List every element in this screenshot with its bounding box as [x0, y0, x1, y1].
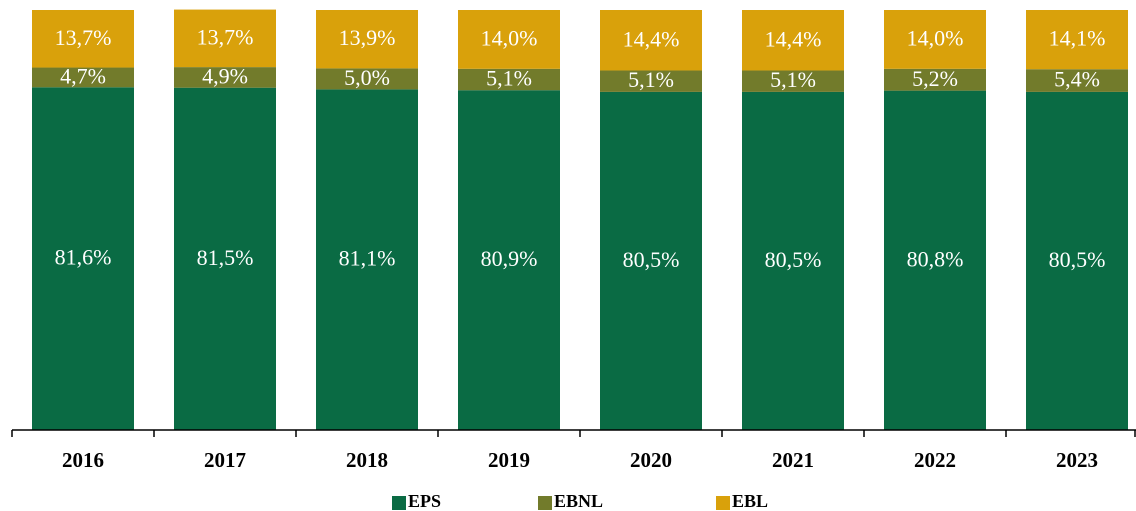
bar-segment	[742, 91, 844, 431]
x-tick-label: 2018	[346, 448, 388, 472]
data-label: 4,9%	[202, 63, 248, 88]
bar-segment	[316, 10, 418, 69]
x-tick-label: 2021	[772, 448, 814, 472]
data-label: 13,7%	[55, 25, 112, 50]
legend-swatch	[538, 496, 552, 510]
data-label: 80,5%	[765, 247, 822, 272]
bar-segment	[600, 91, 702, 431]
data-label: 80,5%	[1049, 247, 1106, 272]
data-label: 81,1%	[339, 246, 396, 271]
data-label: 14,4%	[623, 26, 680, 51]
bar-segment	[316, 68, 418, 90]
bar-segment	[600, 10, 702, 71]
x-tick-label: 2019	[488, 448, 530, 472]
legend-label: EPS	[408, 491, 441, 511]
data-label: 5,4%	[1054, 67, 1100, 92]
data-label: 14,0%	[481, 25, 538, 50]
bar-segment	[316, 89, 418, 430]
x-tick-label: 2022	[914, 448, 956, 472]
x-tick-label: 2023	[1056, 448, 1098, 472]
bar-segment	[600, 70, 702, 92]
bar-segment	[884, 68, 986, 91]
data-label: 5,1%	[770, 67, 816, 92]
bar-segment	[174, 9, 276, 68]
bar-segment	[1026, 69, 1128, 92]
bar-segment	[32, 87, 134, 430]
bar-segment	[884, 10, 986, 69]
bar-segment	[1026, 91, 1128, 431]
data-label: 14,1%	[1049, 26, 1106, 51]
data-label: 13,7%	[197, 24, 254, 49]
data-label: 80,5%	[623, 247, 680, 272]
x-tick-label: 2016	[62, 448, 104, 472]
x-tick-label: 2020	[630, 448, 672, 472]
legend-swatch	[716, 496, 730, 510]
data-label: 13,9%	[339, 25, 396, 50]
data-label: 14,4%	[765, 26, 822, 51]
bar-segment	[458, 90, 560, 430]
bar-segment	[174, 87, 276, 430]
data-label: 5,1%	[628, 67, 674, 92]
bar-segment	[174, 67, 276, 88]
legend-label: EBNL	[554, 491, 603, 511]
data-label: 81,5%	[197, 245, 254, 270]
data-label: 4,7%	[60, 63, 106, 88]
data-label: 5,2%	[912, 66, 958, 91]
legend-label: EBL	[732, 491, 768, 511]
bar-segment	[32, 10, 134, 68]
data-label: 5,0%	[344, 65, 390, 90]
bar-segment	[32, 67, 134, 88]
bar-segment	[742, 10, 844, 71]
data-label: 80,8%	[907, 246, 964, 271]
x-tick-label: 2017	[204, 448, 246, 472]
data-label: 14,0%	[907, 25, 964, 50]
data-label: 80,9%	[481, 246, 538, 271]
bar-segment	[742, 70, 844, 92]
data-label: 81,6%	[55, 245, 112, 270]
legend-swatch	[392, 496, 406, 510]
bar-segment	[884, 90, 986, 430]
bar-segment	[458, 10, 560, 69]
bar-segment	[458, 68, 560, 91]
data-label: 5,1%	[486, 66, 532, 91]
bar-segment	[1026, 10, 1128, 70]
